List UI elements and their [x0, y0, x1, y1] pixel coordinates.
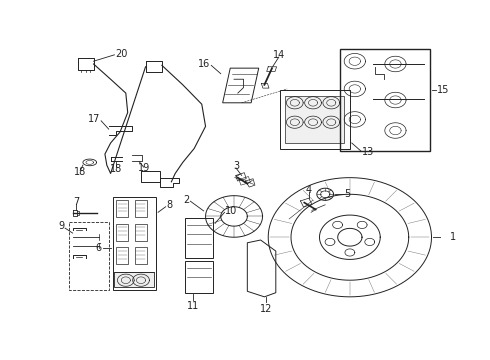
Text: 20: 20: [115, 49, 127, 59]
Bar: [280, 90, 350, 149]
Text: 5: 5: [344, 189, 350, 199]
Text: 2: 2: [183, 195, 190, 205]
Bar: [115, 272, 154, 287]
Text: 19: 19: [138, 163, 150, 174]
Bar: [341, 49, 430, 151]
Text: 3: 3: [233, 161, 239, 171]
Text: 9: 9: [58, 221, 64, 231]
Bar: [113, 197, 156, 290]
Text: 6: 6: [96, 243, 102, 253]
Bar: [185, 218, 213, 258]
Text: 14: 14: [273, 50, 285, 60]
Text: 10: 10: [225, 206, 238, 216]
Bar: [135, 224, 147, 240]
Bar: [69, 222, 109, 290]
Text: 17: 17: [88, 114, 100, 124]
Text: 1: 1: [450, 232, 456, 242]
Text: 15: 15: [437, 85, 450, 95]
Text: 18: 18: [110, 164, 122, 174]
Text: 13: 13: [362, 147, 374, 157]
Text: 12: 12: [260, 304, 272, 314]
Bar: [185, 261, 213, 293]
Text: 11: 11: [187, 301, 199, 311]
Text: 8: 8: [167, 201, 173, 210]
Bar: [135, 201, 147, 217]
Bar: [116, 247, 128, 264]
Bar: [135, 247, 147, 264]
Text: 16: 16: [198, 59, 211, 69]
Bar: [116, 224, 128, 240]
Text: 7: 7: [74, 197, 79, 207]
Bar: [285, 96, 344, 143]
Text: 18: 18: [74, 167, 86, 177]
Bar: [116, 201, 128, 217]
Text: 4: 4: [306, 185, 312, 195]
